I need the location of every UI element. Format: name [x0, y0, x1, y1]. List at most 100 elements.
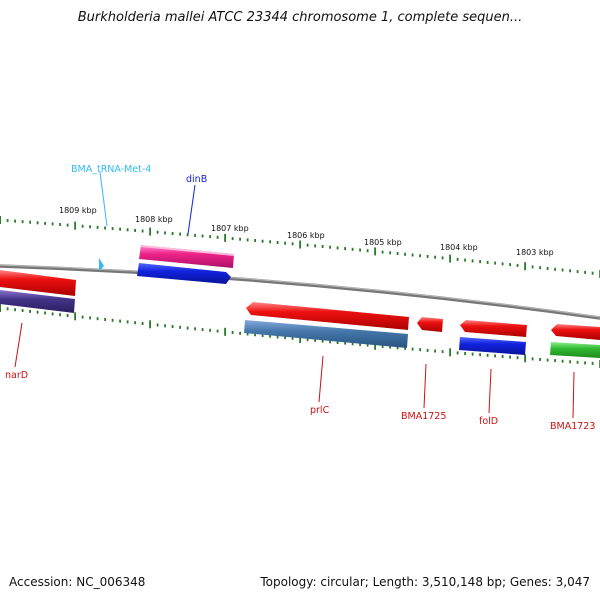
- gene-BMA1725[interactable]: [417, 317, 443, 332]
- label-BMA1723[interactable]: BMA1723: [550, 421, 595, 432]
- inner-minor-tick: [194, 327, 196, 331]
- outer-minor-tick: [14, 219, 16, 223]
- outer-minor-tick: [314, 244, 316, 248]
- gene-BMA1723-red[interactable]: [551, 324, 600, 340]
- outer-minor-tick: [186, 233, 189, 237]
- inner-minor-tick: [89, 316, 91, 320]
- inner-minor-tick: [591, 361, 594, 365]
- gene-narD-navy[interactable]: [0, 290, 75, 313]
- outer-minor-tick: [209, 235, 211, 239]
- inner-minor-tick: [569, 360, 571, 364]
- inner-minor-tick: [441, 350, 444, 354]
- gene-pink-highlight: [141, 245, 234, 256]
- outer-minor-tick: [516, 263, 519, 267]
- inner-minor-tick: [284, 336, 286, 340]
- kbp-label-1803: 1803 kbp: [516, 248, 554, 257]
- gene-dinB[interactable]: [137, 263, 231, 284]
- inner-minor-tick: [141, 322, 144, 325]
- kbp-label-1809: 1809 kbp: [59, 206, 97, 215]
- outer-major-tick: [149, 227, 151, 236]
- kbp-label-1808: 1808 kbp: [135, 215, 173, 224]
- inner-minor-tick: [471, 352, 474, 356]
- inner-minor-tick: [119, 319, 121, 323]
- outer-minor-tick: [306, 243, 309, 247]
- outer-minor-tick: [441, 256, 444, 260]
- outer-minor-tick: [284, 241, 286, 245]
- outer-minor-tick: [291, 242, 294, 246]
- inner-minor-tick: [261, 334, 264, 337]
- outer-minor-tick: [471, 259, 474, 263]
- inner-minor-tick: [479, 353, 481, 357]
- gene-narD-red[interactable]: [0, 270, 76, 296]
- inner-minor-tick: [509, 355, 511, 359]
- outer-minor-tick: [344, 247, 346, 251]
- outer-minor-tick: [164, 231, 166, 235]
- inner-minor-tick: [156, 323, 159, 327]
- outer-minor-tick: [231, 237, 234, 241]
- inner-major-tick: [224, 327, 226, 336]
- inner-minor-tick: [66, 314, 69, 317]
- accession-text: Accession: NC_006348: [9, 575, 146, 589]
- outer-minor-tick: [584, 270, 586, 274]
- gene-prlC-steel[interactable]: [244, 320, 408, 348]
- inner-minor-tick: [306, 338, 309, 342]
- outer-minor-tick: [246, 238, 249, 242]
- inner-major-tick: [0, 304, 1, 312]
- inner-minor-tick: [516, 356, 519, 360]
- outer-minor-tick: [269, 240, 271, 244]
- inner-minor-tick: [389, 345, 391, 349]
- dinB-leader: [187, 184, 196, 235]
- outer-minor-tick: [261, 239, 264, 243]
- inner-minor-tick: [456, 351, 459, 355]
- trna-leader: [99, 171, 108, 227]
- outer-minor-tick: [36, 221, 39, 225]
- trna-arrow[interactable]: [99, 258, 104, 271]
- kbp-label-1805: 1805 kbp: [364, 238, 402, 247]
- gene-BMA1723-green[interactable]: [550, 342, 600, 358]
- outer-minor-tick: [6, 219, 9, 223]
- outer-minor-tick: [89, 225, 91, 229]
- outer-minor-tick: [321, 245, 324, 248]
- narD-leader: [14, 322, 23, 368]
- inner-minor-tick: [239, 331, 241, 335]
- outer-minor-tick: [591, 271, 594, 275]
- prlC-leader: [318, 355, 324, 403]
- outer-minor-tick: [81, 224, 84, 228]
- outer-minor-tick: [104, 226, 106, 230]
- outer-minor-tick: [351, 247, 354, 251]
- gene-prlC-red[interactable]: [246, 302, 409, 330]
- outer-minor-tick: [156, 230, 159, 234]
- gene-folD-blue[interactable]: [459, 337, 526, 355]
- inner-minor-tick: [531, 357, 534, 361]
- inner-minor-tick: [561, 359, 564, 363]
- inner-minor-tick: [404, 346, 406, 350]
- outer-minor-tick: [479, 260, 481, 264]
- inner-minor-tick: [51, 312, 54, 316]
- outer-minor-tick: [126, 228, 129, 232]
- inner-minor-tick: [269, 334, 271, 338]
- inner-minor-tick: [344, 341, 346, 345]
- label-prlC[interactable]: prlC: [310, 405, 330, 416]
- label-folD[interactable]: folD: [479, 416, 498, 427]
- label-dinB[interactable]: dinB: [186, 174, 207, 185]
- outer-minor-tick: [329, 245, 331, 249]
- label-trna[interactable]: BMA_tRNA-Met-4: [71, 164, 151, 175]
- gene-pink[interactable]: [139, 245, 234, 268]
- label-narD[interactable]: narD: [5, 370, 28, 381]
- gene-folD-red[interactable]: [460, 320, 527, 337]
- outer-minor-tick: [426, 254, 429, 258]
- inner-minor-tick: [254, 333, 256, 337]
- label-BMA1725[interactable]: BMA1725: [401, 411, 446, 422]
- outer-minor-tick: [539, 266, 541, 270]
- outer-minor-tick: [531, 265, 534, 269]
- inner-minor-tick: [276, 335, 279, 339]
- inner-minor-tick: [104, 318, 106, 321]
- outer-minor-tick: [494, 261, 496, 265]
- outer-minor-tick: [411, 253, 414, 257]
- inner-minor-tick: [164, 324, 166, 328]
- inner-minor-tick: [14, 308, 16, 312]
- inner-minor-tick: [336, 341, 339, 344]
- outer-major-tick: [224, 233, 226, 242]
- outer-minor-tick: [336, 246, 339, 250]
